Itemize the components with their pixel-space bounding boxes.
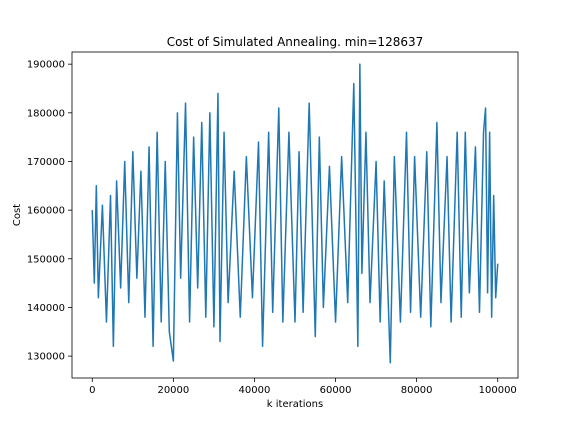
y-tick-label: 170000 [27,157,65,168]
y-tick-label: 140000 [27,303,65,314]
x-tick-label: 20000 [157,385,189,396]
y-axis: 130000 140000 150000 160000 170000 180000 1900… [27,60,72,363]
y-axis-label: Cost [12,204,23,226]
x-tick-label: 0 [89,385,95,396]
series-group [91,63,499,364]
y-tick-label: 180000 [27,108,65,119]
x-tick-label: 100000 [479,385,517,396]
chart-title: Cost of Simulated Annealing. min=128637 [167,35,424,49]
y-tick-label: 150000 [27,254,65,265]
plot-border [71,51,519,379]
y-tick-label: 160000 [27,206,65,217]
series-line-0 [91,63,499,364]
x-tick-label: 60000 [320,385,352,396]
x-tick-label: 80000 [401,385,433,396]
plot-area [71,51,519,379]
plot-background [72,52,518,378]
x-axis-label: k iterations [267,399,323,410]
x-tick-label: 40000 [239,385,271,396]
x-axis: 0 20000 40000 60000 80000 100000 [89,378,517,396]
y-tick-label: 190000 [27,60,65,71]
y-tick-label: 130000 [27,352,65,363]
